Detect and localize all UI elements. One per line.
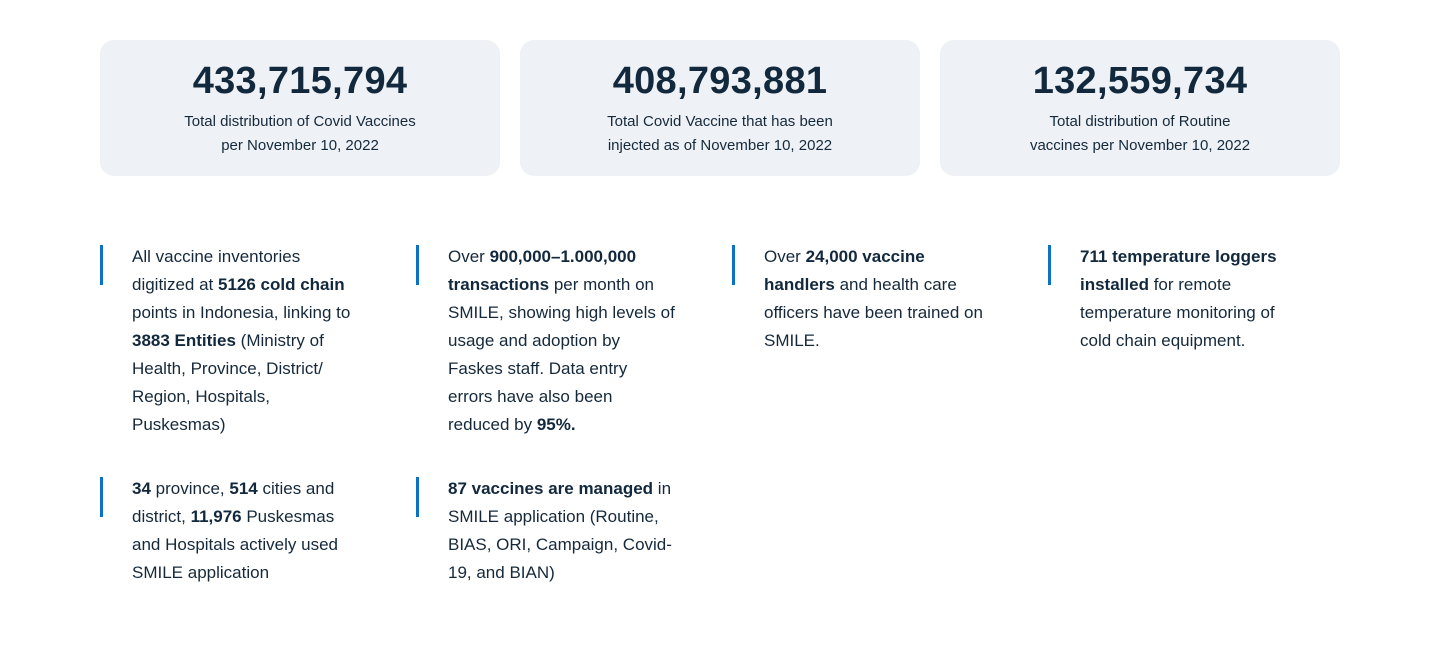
stat-card-value: 408,793,881 [612,59,828,102]
stat-block-transactions: Over 900,000–1.000,000 transactions per … [416,243,676,439]
stats-grid: All vaccine inventories digitized at 512… [0,176,1440,587]
stat-card-value: 132,559,734 [1032,59,1248,102]
stat-card-covid-distribution: 433,715,794 Total distribution of Covid … [100,40,500,176]
stat-block-temperature-loggers: 711 temperature loggers installed for re… [1048,243,1308,355]
stat-card-value: 433,715,794 [192,59,408,102]
stat-text: Over 900,000–1.000,000 transactions per … [448,247,675,434]
stat-card-covid-injected: 408,793,881 Total Covid Vaccine that has… [520,40,920,176]
accent-bar [416,245,419,285]
stat-text: 87 vaccines are managed in SMILE applica… [448,479,672,582]
stat-text: Over 24,000 vaccine handlers and health … [764,247,983,350]
stat-block-coverage: 34 province, 514 cities and district, 11… [100,475,360,587]
stat-text: 34 province, 514 cities and district, 11… [132,479,339,582]
stat-cards-row: 433,715,794 Total distribution of Covid … [0,0,1440,176]
stat-card-label-line1: Total distribution of Covid Vaccines [184,112,416,130]
accent-bar [732,245,735,285]
accent-bar [100,477,103,517]
accent-bar [416,477,419,517]
stat-card-label-line1: Total Covid Vaccine that has been [607,112,833,130]
stat-card-label-line2: per November 10, 2022 [221,136,379,154]
stat-card-routine-distribution: 132,559,734 Total distribution of Routin… [940,40,1340,176]
stat-text: 711 temperature loggers installed for re… [1080,247,1277,350]
stat-card-label-line2: injected as of November 10, 2022 [607,136,833,154]
stat-block-vaccine-handlers: Over 24,000 vaccine handlers and health … [732,243,992,355]
stat-card-label: Total distribution of Covid Vaccines per… [184,110,416,158]
stat-block-cold-chain: All vaccine inventories digitized at 512… [100,243,360,439]
stat-card-label: Total distribution of Routine vaccines p… [1030,110,1250,158]
stat-block-vaccines-managed: 87 vaccines are managed in SMILE applica… [416,475,676,587]
accent-bar [100,245,103,285]
stat-card-label-line2: vaccines per November 10, 2022 [1029,136,1251,154]
accent-bar [1048,245,1051,285]
stat-card-label: Total Covid Vaccine that has been inject… [607,110,833,158]
stat-text: All vaccine inventories digitized at 512… [132,247,351,434]
stat-card-label-line1: Total distribution of Routine [1049,112,1231,130]
